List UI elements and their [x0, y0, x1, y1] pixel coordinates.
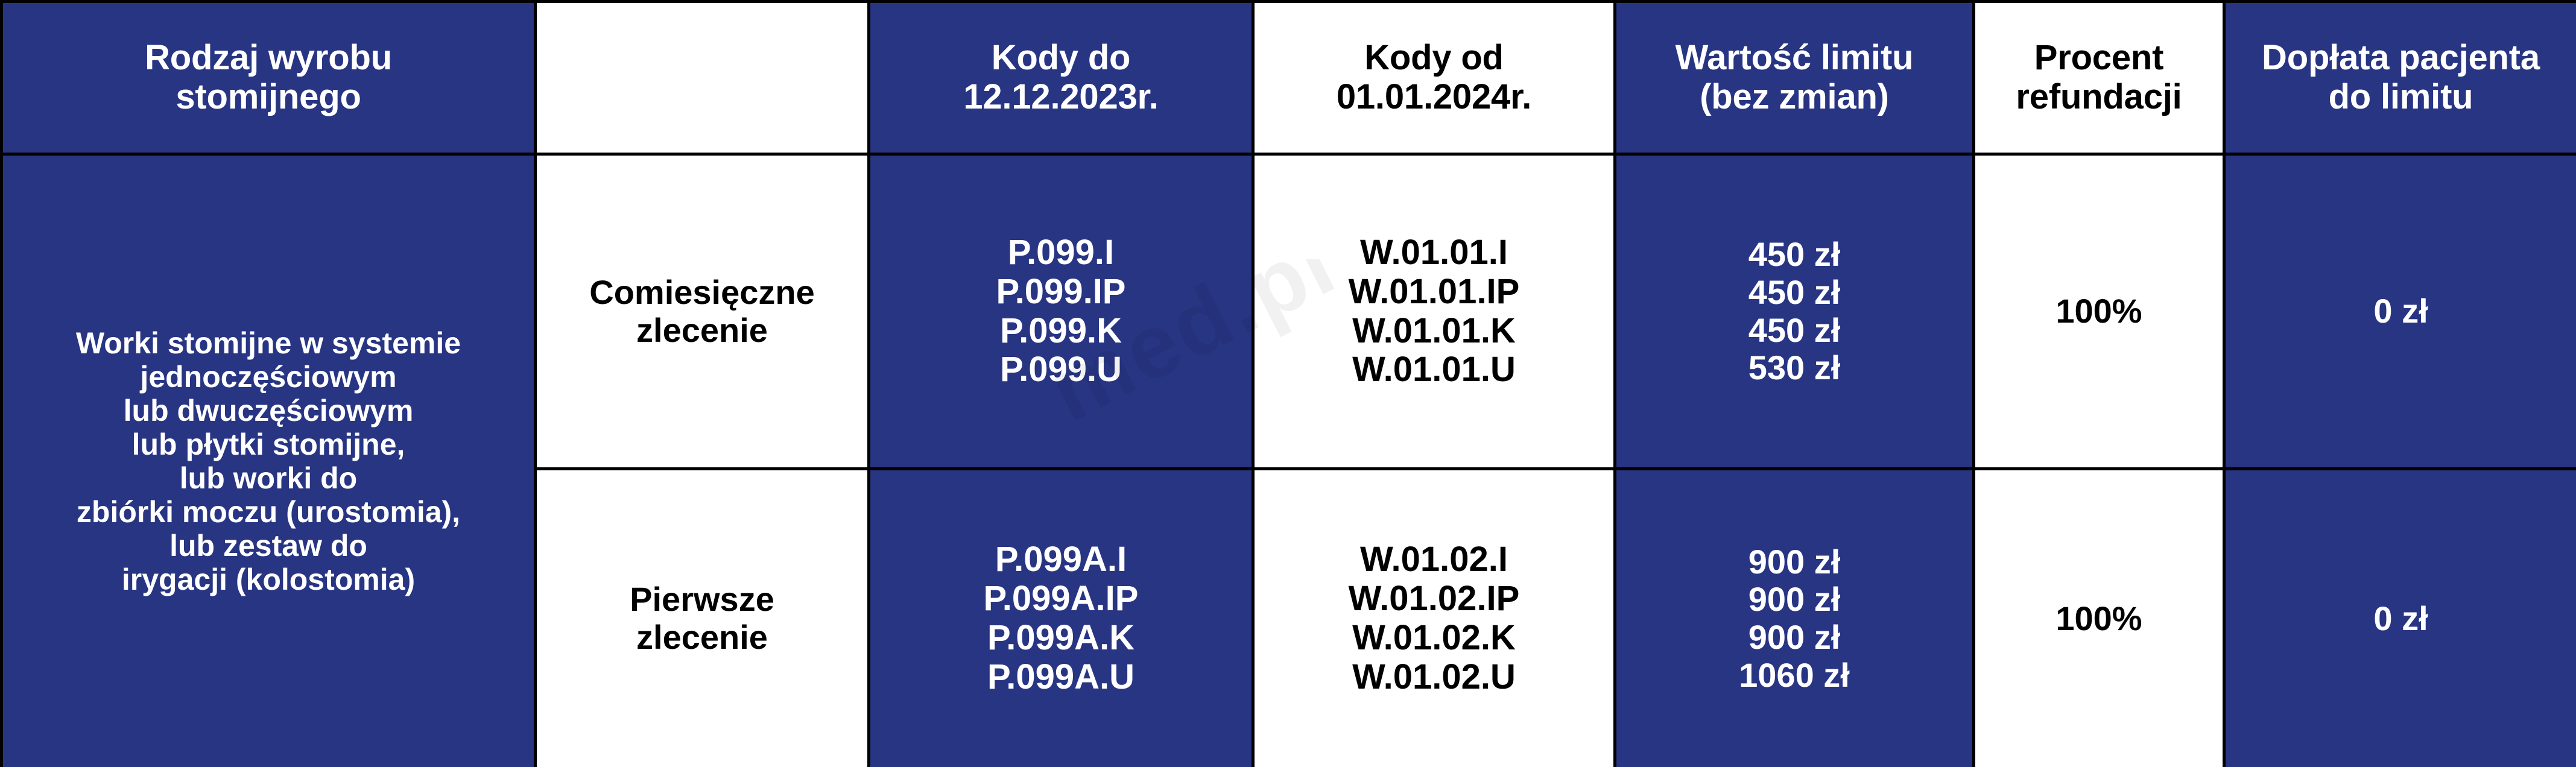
table-header-row: Rodzaj wyrobu stomijnego Kody do 12.12.2… — [0, 0, 2576, 156]
limit-4: 530 zł — [1748, 349, 1841, 387]
header-product-type-line2: stomijnego — [176, 77, 361, 116]
header-codes-old: Kody do 12.12.2023r. — [867, 0, 1255, 156]
code-old-1: P.099.I — [1007, 232, 1115, 272]
code-new-1: W.01.01.I — [1359, 232, 1508, 272]
header-patient-copay-line1: Dopłata pacjenta — [2262, 38, 2540, 78]
header-patient-copay: Dopłata pacjenta do limitu — [2223, 0, 2576, 156]
header-refund-percent-line1: Procent — [2034, 38, 2164, 78]
header-codes-old-line1: Kody do — [991, 38, 1131, 78]
limit-2: 900 zł — [1748, 580, 1841, 619]
product-line-3: lub dwuczęściowym — [123, 394, 414, 428]
cell-patient-copay: 0 zł — [2223, 153, 2576, 470]
header-limit-value: Wartość limitu (bez zmian) — [1613, 0, 1975, 156]
code-new-1: W.01.02.I — [1359, 540, 1508, 579]
header-order-type — [534, 0, 870, 156]
cell-order-type: Pierwsze zlecenie — [534, 467, 870, 767]
cell-limit-values: 900 zł 900 zł 900 zł 1060 zł — [1613, 467, 1975, 767]
header-limit-value-line2: (bez zmian) — [1700, 77, 1889, 116]
code-old-4: P.099A.U — [987, 657, 1135, 696]
limit-3: 450 zł — [1748, 311, 1841, 349]
product-line-1: Worki stomijne w systemie — [75, 326, 461, 360]
header-refund-percent: Procent refundacji — [1972, 0, 2226, 156]
header-patient-copay-line2: do limitu — [2328, 77, 2473, 116]
table-row: Worki stomijne w systemie jednoczęściowy… — [0, 153, 2576, 767]
header-limit-value-line1: Wartość limitu — [1675, 38, 1914, 78]
product-line-8: irygacji (kolostomia) — [121, 563, 416, 596]
header-codes-new-line2: 01.01.2024r. — [1336, 77, 1532, 116]
code-new-3: W.01.02.K — [1352, 618, 1516, 657]
order-type-line2: zlecenie — [636, 618, 768, 656]
code-new-2: W.01.01.IP — [1348, 271, 1520, 311]
product-line-6: zbiórki moczu (urostomia), — [76, 495, 461, 529]
code-new-4: W.01.02.U — [1352, 657, 1516, 696]
order-type-line1: Pierwsze — [630, 580, 774, 619]
product-line-2: jednoczęściowym — [140, 360, 397, 394]
order-type-line1: Comiesięczne — [589, 273, 815, 311]
limit-1: 900 zł — [1748, 542, 1841, 581]
order-type-line2: zlecenie — [636, 311, 768, 349]
code-old-3: P.099.K — [999, 311, 1122, 350]
table-row: Pierwsze zlecenie P.099A.I P.099A.IP P.0… — [2, 467, 2576, 767]
cell-limit-values: 450 zł 450 zł 450 zł 530 zł — [1613, 153, 1975, 470]
cell-order-type: Comiesięczne zlecenie — [534, 153, 870, 470]
header-codes-new: Kody od 01.01.2024r. — [1252, 0, 1616, 156]
cell-codes-old: P.099A.I P.099A.IP P.099A.K P.099A.U — [867, 467, 1255, 767]
code-old-2: P.099A.IP — [983, 579, 1139, 619]
code-old-3: P.099A.K — [987, 618, 1135, 657]
code-old-1: P.099A.I — [995, 540, 1127, 579]
code-old-2: P.099.IP — [996, 271, 1126, 311]
cell-codes-new: W.01.01.I W.01.01.IP W.01.01.K W.01.01.U — [1252, 153, 1616, 470]
limit-2: 450 zł — [1748, 273, 1841, 311]
product-line-7: lub zestaw do — [169, 529, 367, 563]
header-product-type-line1: Rodzaj wyrobu — [145, 38, 392, 78]
header-codes-old-line2: 12.12.2023r. — [963, 77, 1159, 116]
cell-patient-copay: 0 zł — [2223, 467, 2576, 767]
header-codes-new-line1: Kody od — [1364, 38, 1504, 78]
header-refund-percent-line2: refundacji — [2016, 77, 2182, 116]
code-new-3: W.01.01.K — [1352, 311, 1516, 350]
code-old-4: P.099.U — [999, 350, 1122, 390]
cell-codes-old: P.099.I P.099.IP P.099.K P.099.U — [867, 153, 1255, 470]
limit-4: 1060 zł — [1739, 655, 1850, 694]
limit-3: 900 zł — [1748, 618, 1841, 656]
product-line-5: lub worki do — [179, 461, 358, 495]
code-new-2: W.01.02.IP — [1348, 579, 1520, 619]
cell-refund-percent: 100% — [1972, 467, 2226, 767]
header-product-type: Rodzaj wyrobu stomijnego — [0, 0, 537, 156]
cell-codes-new: W.01.02.I W.01.02.IP W.01.02.K W.01.02.U — [1252, 467, 1616, 767]
cell-refund-percent: 100% — [1972, 153, 2226, 470]
limit-1: 450 zł — [1748, 235, 1841, 274]
product-line-4: lub płytki stomijne, — [131, 428, 405, 461]
code-new-4: W.01.01.U — [1352, 350, 1516, 390]
cell-product-description: Worki stomijne w systemie jednoczęściowy… — [0, 153, 537, 767]
